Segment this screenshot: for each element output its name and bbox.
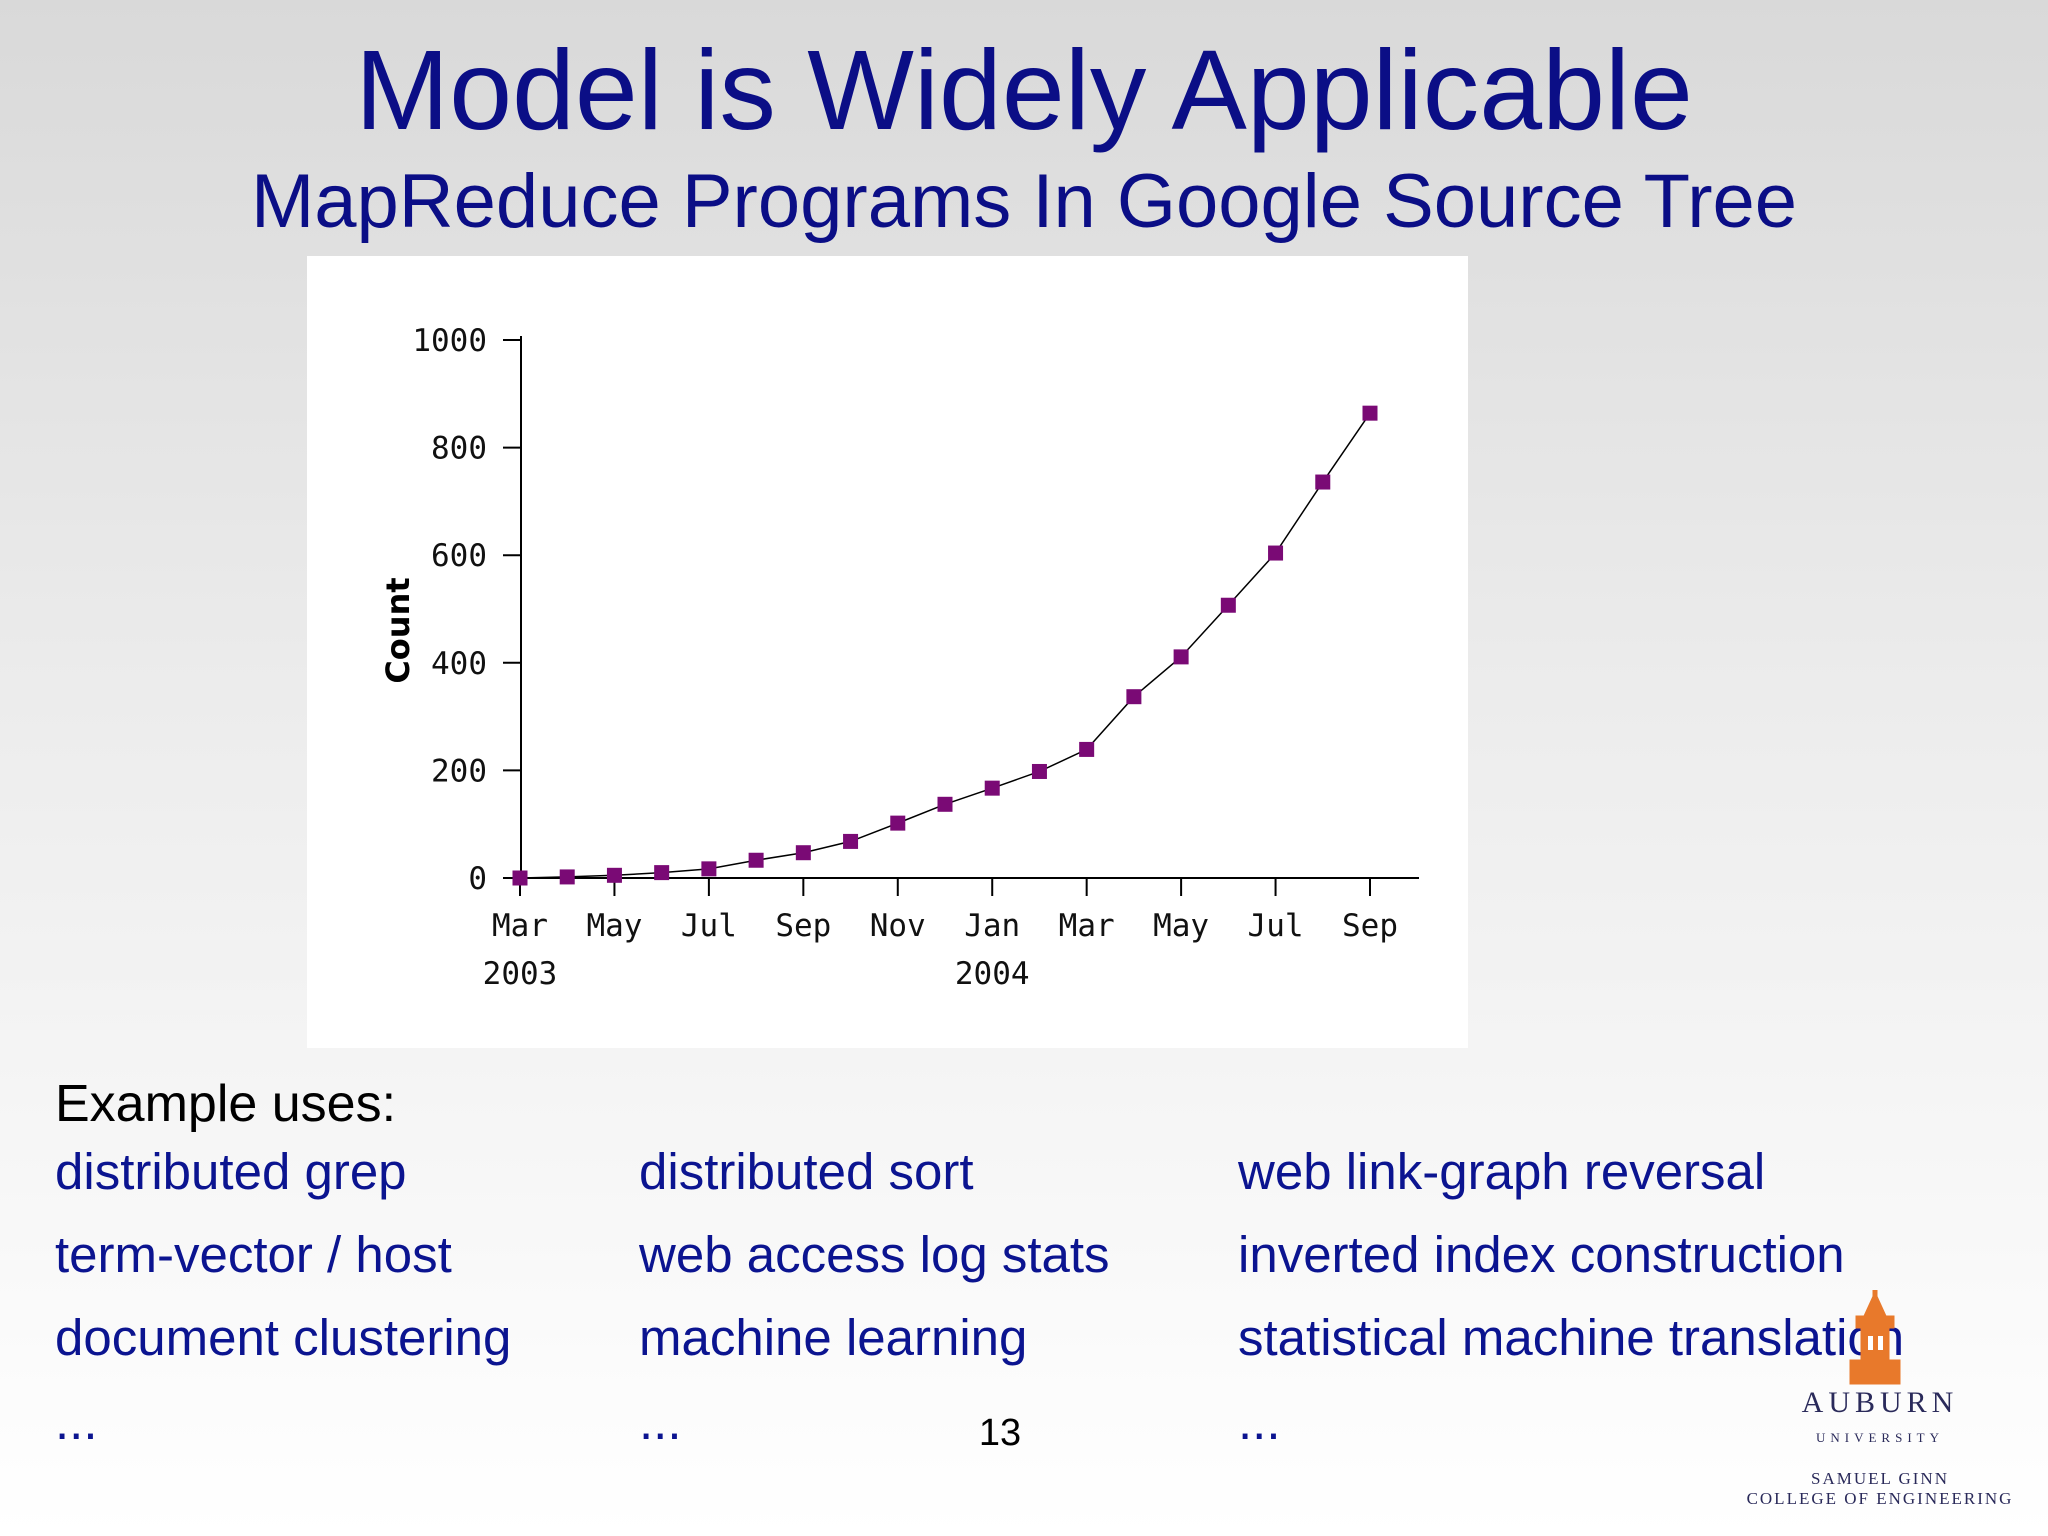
chart-panel: 0 200 400 600 800 1000 Count Mar May Jul Sep Nov Jan… (307, 256, 1468, 1048)
example-use-item: ... (1238, 1393, 1281, 1450)
data-point (559, 869, 575, 885)
data-point (1126, 689, 1142, 705)
examples-heading: Example uses: (55, 1075, 397, 1133)
example-use-item: machine learning (639, 1309, 1028, 1366)
example-use-item: term-vector / host (55, 1226, 452, 1283)
y-tick-label: 1000 (412, 323, 487, 359)
y-tick-label: 800 (431, 431, 487, 467)
auburn-tower-icon: AUBURN UNIVERSITY SAMUEL GINN COLLEGE OF… (1747, 1289, 2014, 1508)
data-point (748, 852, 764, 868)
example-use-item: distributed sort (639, 1143, 974, 1200)
data-point (1173, 649, 1189, 665)
example-use-item: web access log stats (639, 1226, 1110, 1283)
slide-title: Model is Widely Applicable (355, 27, 1693, 153)
data-point (512, 870, 528, 886)
example-use-item: inverted index construction (1238, 1226, 1845, 1283)
example-use-item: document clustering (55, 1309, 512, 1366)
example-use-item: statistical machine translation (1238, 1309, 1905, 1366)
data-point (1362, 405, 1378, 421)
example-use-item: ... (55, 1393, 98, 1450)
y-tick-label: 400 (431, 646, 487, 682)
logo-text: SAMUEL GINN (1811, 1469, 1949, 1488)
page-number: 13 (978, 1412, 1022, 1454)
auburn-logo: AUBURN UNIVERSITY SAMUEL GINN COLLEGE OF… (1730, 1289, 2030, 1530)
logo-text: UNIVERSITY (1816, 1430, 1944, 1445)
data-point (890, 815, 906, 831)
y-tick-label: 600 (431, 538, 487, 574)
example-use-item: distributed grep (55, 1143, 407, 1200)
x-tick-label: Sep (1342, 908, 1398, 944)
x-tick-label: Jul (681, 908, 737, 944)
data-point (795, 845, 811, 861)
logo-text: COLLEGE OF ENGINEERING (1747, 1489, 2014, 1508)
data-point (1079, 741, 1095, 757)
y-axis-label: Count (379, 577, 417, 683)
data-point (654, 865, 670, 881)
logo-text: AUBURN (1802, 1386, 1959, 1419)
x-tick-label: Mar (1059, 908, 1115, 944)
data-point (843, 833, 859, 849)
line-chart: 0 200 400 600 800 1000 Count Mar May Jul Sep Nov Jan… (379, 323, 1419, 992)
x-tick-label: Mar (492, 908, 548, 944)
x-tick-label: Jan (964, 908, 1020, 944)
data-point (937, 796, 953, 812)
data-point (984, 780, 1000, 796)
x-tick-label: Sep (775, 908, 831, 944)
data-point (1220, 597, 1236, 613)
data-point (606, 867, 622, 883)
x-year-label: 2003 (483, 956, 558, 992)
y-tick-label: 200 (431, 753, 487, 789)
y-tick-label: 0 (468, 861, 487, 897)
data-point (1031, 763, 1047, 779)
x-tick-label: May (1153, 908, 1209, 944)
x-year-label: 2004 (955, 956, 1030, 992)
x-tick-label: Jul (1248, 908, 1304, 944)
data-point (1315, 474, 1331, 490)
example-use-item: ... (639, 1393, 682, 1450)
x-tick-label: May (586, 908, 642, 944)
x-tick-label: Nov (870, 908, 926, 944)
data-point (701, 861, 717, 877)
data-point (1268, 545, 1284, 561)
example-use-item: web link-graph reversal (1238, 1143, 1766, 1200)
slide-subtitle: MapReduce Programs In Google Source Tree (250, 159, 1798, 244)
